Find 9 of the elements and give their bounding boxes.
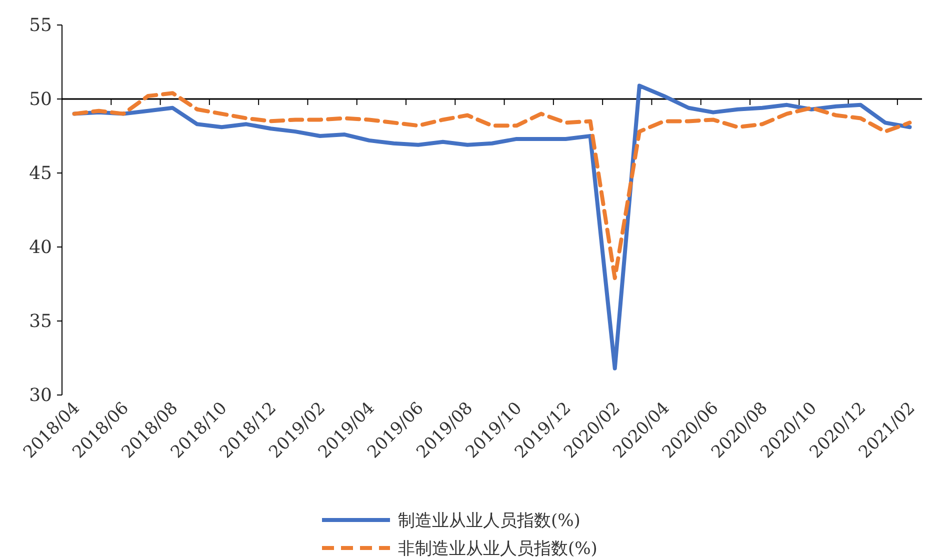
y-tick-label: 55 xyxy=(29,15,52,36)
y-tick-label: 45 xyxy=(29,163,52,184)
legend-label: 非制造业从业人员指数(%) xyxy=(398,539,598,558)
y-tick-label: 35 xyxy=(29,311,52,332)
line-series xyxy=(72,91,912,280)
y-tick-label: 40 xyxy=(29,237,52,258)
y-tick-label: 30 xyxy=(29,385,52,406)
y-tick-label: 50 xyxy=(29,89,52,110)
legend-label: 制造业从业人员指数(%) xyxy=(398,511,580,531)
